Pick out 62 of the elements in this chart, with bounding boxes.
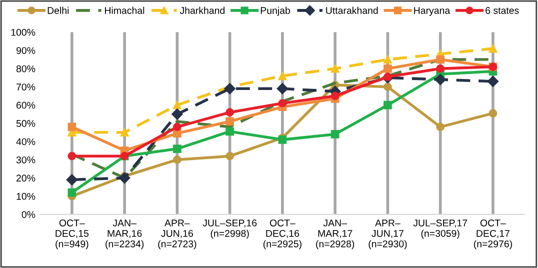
- point: [384, 64, 392, 73]
- point: [172, 108, 183, 120]
- point: [434, 74, 446, 86]
- x-tick-label: JAN– MAR,17 (n=2928): [316, 220, 354, 250]
- legend-label: Delhi: [48, 6, 69, 14]
- x-tick-label: APR– JUN,17 (n=2930): [368, 220, 407, 250]
- point: [224, 83, 236, 94]
- point: [68, 188, 76, 197]
- point: [330, 130, 340, 138]
- point: [120, 128, 129, 137]
- point: [173, 129, 182, 138]
- y-tick-label: 50%: [16, 120, 36, 127]
- point: [384, 55, 392, 64]
- x-tick-label: APR– JUN,16 (n=2723): [158, 220, 196, 250]
- point: [384, 82, 392, 91]
- point: [487, 76, 499, 87]
- x-tick-label: JAN– MAR,16 (n=2234): [106, 220, 144, 250]
- y-tick-label: 10%: [16, 192, 36, 200]
- legend-label: Uttarakhand: [326, 6, 378, 14]
- legend-label: Haryana: [414, 7, 450, 16]
- point: [66, 174, 78, 186]
- point: [488, 44, 498, 53]
- point: [226, 117, 234, 126]
- point: [488, 109, 498, 118]
- x-tick-label: OCT– DEC,16 (n=2925): [263, 220, 302, 250]
- point: [276, 83, 288, 94]
- point: [384, 72, 392, 81]
- y-tick-label: 70%: [16, 84, 36, 90]
- y-tick-label: 40%: [16, 138, 36, 146]
- legend-label: Jharkhand: [180, 6, 224, 14]
- y-tick-label: 20%: [16, 174, 36, 182]
- point: [68, 152, 76, 160]
- point: [330, 92, 340, 100]
- point: [173, 144, 182, 153]
- point: [436, 122, 445, 132]
- point: [173, 100, 182, 110]
- legend-label: 6 states: [486, 7, 519, 14]
- point: [173, 156, 182, 164]
- y-tick-label: 90%: [16, 47, 36, 54]
- y-tick-label: 80%: [16, 65, 36, 72]
- y-tick-label: 0%: [22, 211, 36, 218]
- point: [68, 122, 76, 132]
- y-tick-label: 60%: [16, 102, 36, 109]
- point: [278, 99, 287, 108]
- legend-label: Punjab: [260, 6, 290, 16]
- x-tick-label: OCT– DEC,17 (n=2976): [474, 220, 512, 250]
- point: [226, 108, 234, 117]
- point: [226, 127, 234, 136]
- point: [436, 55, 445, 64]
- point: [226, 152, 234, 160]
- x-tick-label: OCT– DEC,15 (n=949): [56, 220, 89, 250]
- point: [384, 100, 392, 110]
- y-tick-label: 30%: [16, 156, 36, 164]
- point: [173, 122, 182, 132]
- x-tick-label: JUL–SEP,16 (n=2998): [202, 220, 257, 239]
- point: [118, 172, 130, 184]
- point: [436, 64, 445, 73]
- point: [278, 72, 287, 80]
- legend-label: Himachal: [105, 6, 144, 14]
- point: [330, 64, 340, 73]
- y-tick-label: 100%: [11, 28, 36, 36]
- x-tick-label: JUL–SEP,17 (n=3059): [413, 220, 468, 239]
